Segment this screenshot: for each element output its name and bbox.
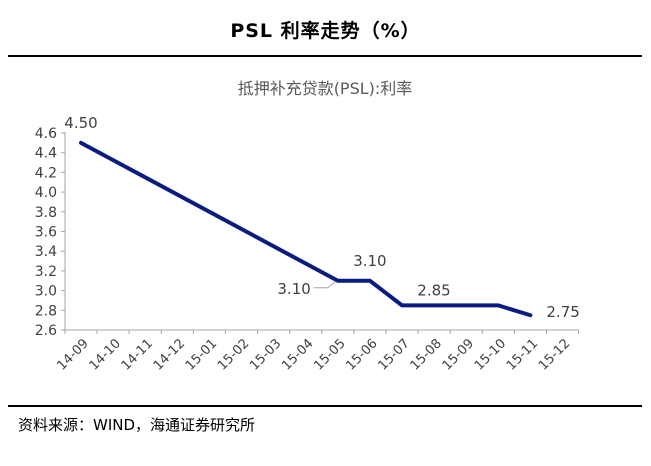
y-tick-label: 4.6: [35, 126, 57, 142]
y-tick-label: 3.6: [35, 225, 57, 241]
y-tick-label: 4.4: [35, 146, 57, 162]
data-label-leader: [313, 281, 336, 289]
x-tick-label: 15-12: [536, 336, 573, 373]
top-rule: [8, 55, 642, 57]
header: PSL 利率走势（%）: [0, 0, 651, 58]
y-tick-label: 2.6: [35, 323, 57, 339]
x-tick-label: 14-10: [87, 336, 124, 373]
y-tick-label: 4.2: [35, 165, 57, 181]
y-tick-label: 4.0: [35, 185, 57, 201]
x-tick-label: 15-08: [408, 336, 445, 373]
data-label: 2.75: [546, 303, 579, 321]
series-line: [79, 140, 533, 318]
x-tick-label: 14-12: [151, 336, 188, 373]
x-tick-label: 15-09: [440, 336, 477, 373]
source-note: 资料来源：WIND，海通证券研究所: [18, 416, 256, 434]
y-tick-label: 3.2: [35, 264, 57, 280]
chart-title: 抵押补充贷款(PSL):利率: [238, 79, 413, 98]
data-label: 4.50: [64, 114, 97, 132]
x-tick-label: 15-07: [376, 336, 413, 373]
data-label: 3.10: [277, 280, 310, 298]
x-tick-label: 15-03: [247, 336, 284, 373]
y-tick-label: 3.4: [35, 244, 57, 260]
y-tick-label: 2.8: [35, 303, 57, 319]
x-tick-label: 15-02: [215, 336, 252, 373]
x-tick-label: 15-11: [504, 336, 541, 373]
figure-title: PSL 利率走势（%）: [230, 20, 421, 42]
y-tick-label: 3.8: [35, 205, 57, 221]
psl-rate-chart: 抵押补充贷款(PSL):利率 2.6 2.8 3.0 3.2 3.4 3.6 3.8 4.0 4.…: [35, 79, 580, 374]
data-label: 2.85: [417, 281, 450, 299]
x-tick-label: 15-05: [311, 336, 348, 373]
x-tick-label: 14-09: [55, 336, 92, 373]
x-tick-label: 15-06: [343, 336, 380, 373]
x-tick-label: 14-11: [119, 336, 156, 373]
x-tick-label: 15-01: [183, 336, 220, 373]
bottom-rule: [8, 405, 642, 407]
x-tick-label: 15-10: [472, 336, 509, 373]
x-tick-label: 15-04: [279, 336, 316, 373]
y-tick-label: 3.0: [35, 284, 57, 300]
data-label: 3.10: [353, 252, 386, 270]
